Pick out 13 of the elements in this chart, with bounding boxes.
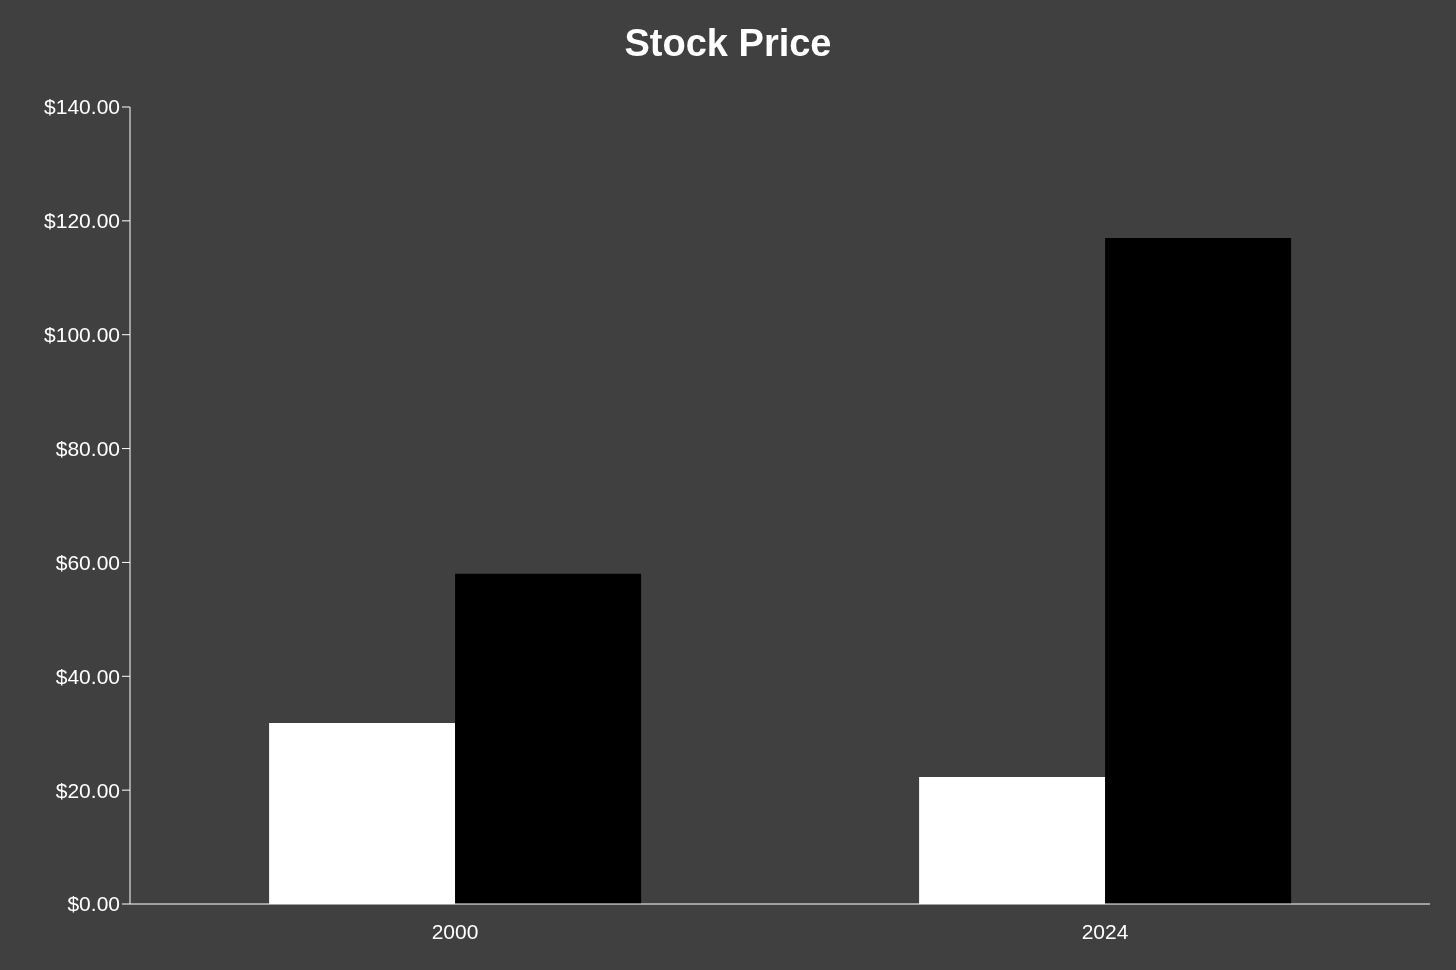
y-tick-label: $60.00 [55,550,120,574]
chart-title: Stock Price [623,22,833,65]
y-tick-label: $140.00 [44,95,120,119]
y-tick-label: $40.00 [55,664,120,688]
y-tick-label: $20.00 [55,778,120,802]
y-tick-label: $120.00 [44,209,120,233]
bar [1105,237,1292,904]
y-tick-label: $0.00 [67,892,120,916]
x-tick-label: 2000 [431,919,479,943]
y-tick-label: $80.00 [55,437,120,461]
x-tick-label: 2024 [1081,919,1129,943]
y-tick-label: $100.00 [44,323,120,347]
bar [455,573,642,904]
